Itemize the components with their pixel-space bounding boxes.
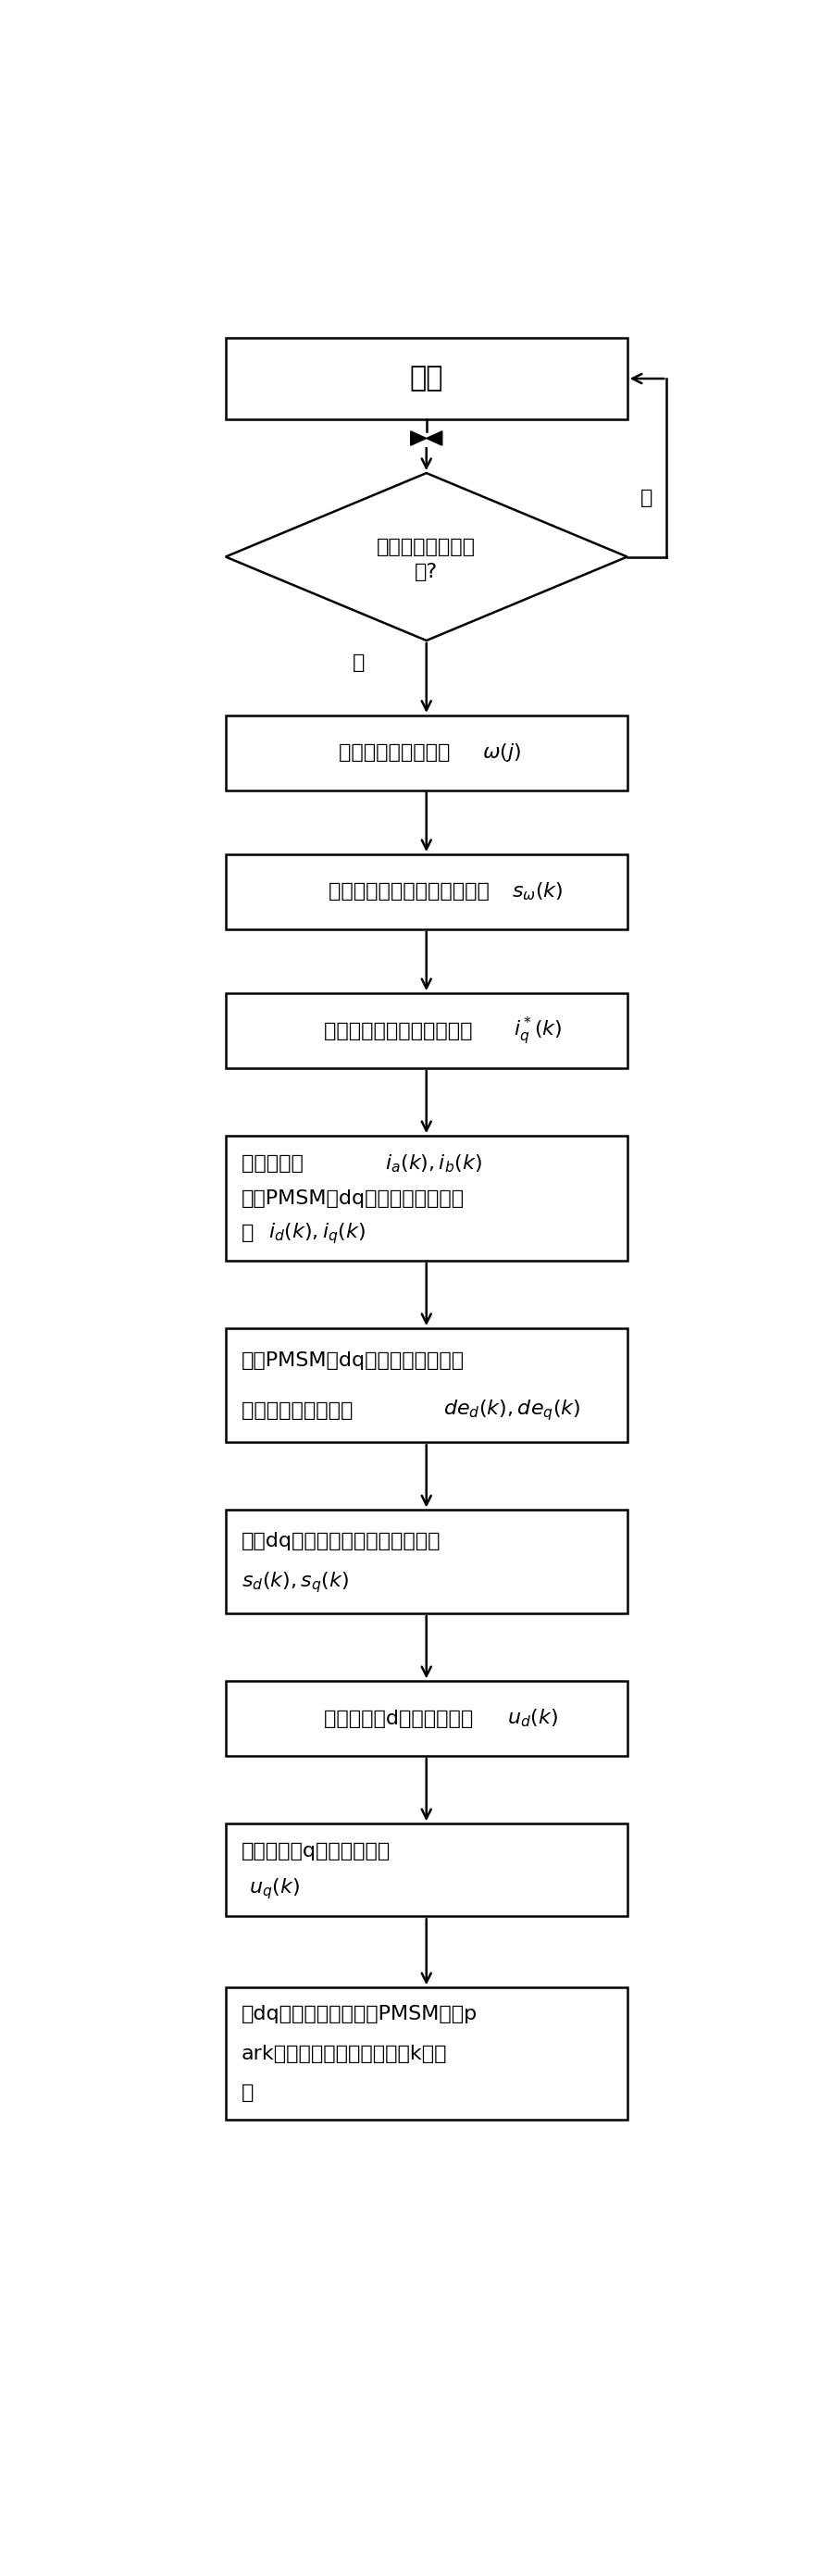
Polygon shape [411, 430, 426, 446]
Text: 是: 是 [352, 654, 364, 672]
Text: $i_q^*(k)$: $i_q^*(k)$ [513, 1015, 562, 1046]
FancyBboxPatch shape [225, 1682, 627, 1757]
Text: $i_d(k),i_q(k)$: $i_d(k),i_q(k)$ [269, 1221, 366, 1247]
Polygon shape [426, 430, 442, 446]
Text: 计算dq轴电流环的快速终端滑模面: 计算dq轴电流环的快速终端滑模面 [241, 1533, 441, 1551]
FancyBboxPatch shape [225, 994, 627, 1069]
Text: $s_d(k),s_q(k)$: $s_d(k),s_q(k)$ [241, 1569, 349, 1595]
FancyBboxPatch shape [225, 1824, 627, 1917]
Text: 采集线电流: 采集线电流 [241, 1154, 316, 1172]
Text: $\omega(j)$: $\omega(j)$ [483, 742, 522, 765]
FancyBboxPatch shape [225, 1329, 627, 1443]
Text: 流误差的一阶变化量: 流误差的一阶变化量 [241, 1401, 359, 1419]
Text: 制: 制 [241, 2084, 254, 2102]
Text: ark变换的输入来完成电机的k步控: ark变换的输入来完成电机的k步控 [241, 2045, 448, 2063]
Text: 提取电机角速度反馈: 提取电机角速度反馈 [339, 744, 457, 762]
Text: $i_a(k),i_b(k)$: $i_a(k),i_b(k)$ [384, 1151, 482, 1175]
Text: 计算电流环d轴电压控制量: 计算电流环d轴电压控制量 [324, 1710, 486, 1728]
FancyBboxPatch shape [225, 1989, 627, 2120]
FancyBboxPatch shape [225, 1510, 627, 1613]
Text: $u_d(k)$: $u_d(k)$ [508, 1708, 558, 1728]
Text: 判断速度指令是否: 判断速度指令是否 [377, 538, 476, 556]
Text: 计算调速系统的电流环指令: 计算调速系统的电流环指令 [324, 1023, 486, 1041]
Text: 流: 流 [241, 1224, 260, 1242]
FancyBboxPatch shape [225, 337, 627, 420]
Text: 将dq轴电压控制量作为PMSM的逆p: 将dq轴电压控制量作为PMSM的逆p [241, 2004, 478, 2022]
Text: 到?: 到? [415, 564, 438, 582]
Text: 计算速度环的快速终端滑模面: 计算速度环的快速终端滑模面 [329, 884, 496, 902]
Text: $de_d(k),de_q(k)$: $de_d(k),de_q(k)$ [443, 1399, 581, 1422]
Text: 计算PMSM在dq坐标下的交直轴电: 计算PMSM在dq坐标下的交直轴电 [241, 1190, 464, 1208]
Text: 计算电流环q轴电压控制量: 计算电流环q轴电压控制量 [241, 1842, 390, 1860]
Text: 否: 否 [640, 489, 652, 507]
FancyBboxPatch shape [225, 716, 627, 791]
Text: 开始: 开始 [409, 366, 443, 392]
FancyBboxPatch shape [225, 1136, 627, 1260]
Polygon shape [225, 474, 627, 641]
Text: $s_{\omega}(k)$: $s_{\omega}(k)$ [512, 881, 563, 902]
Text: $u_q(k)$: $u_q(k)$ [249, 1875, 300, 1901]
FancyBboxPatch shape [225, 855, 627, 930]
Text: 计算PMSM在dq坐标下的交直轴电: 计算PMSM在dq坐标下的交直轴电 [241, 1350, 464, 1370]
